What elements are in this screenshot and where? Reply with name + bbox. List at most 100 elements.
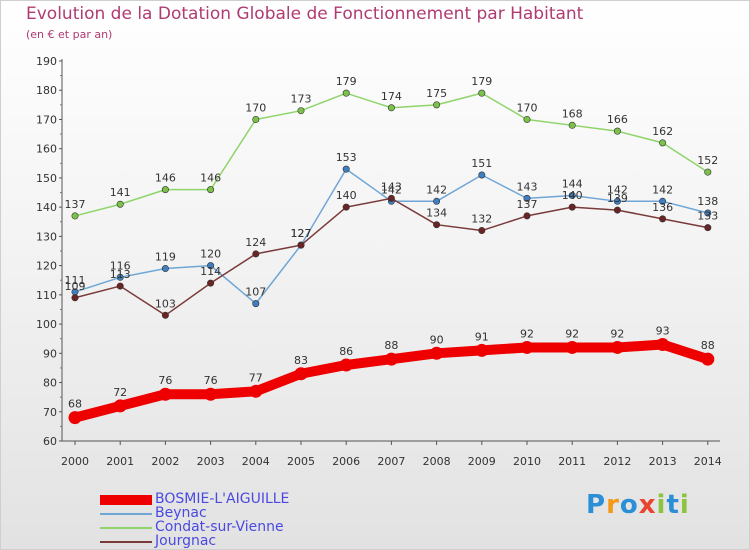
legend-label: Jourgnac	[155, 533, 217, 549]
jourgnac-point	[207, 279, 215, 287]
x-tick-label: 2012	[603, 455, 631, 468]
condat-sur-vienne-data-label: 173	[291, 93, 312, 106]
beynac-point	[161, 265, 169, 273]
condat-sur-vienne-point	[387, 104, 395, 112]
jourgnac-data-label: 136	[652, 201, 673, 214]
x-tick-label: 2005	[287, 455, 315, 468]
condat-sur-vienne-point	[478, 89, 486, 97]
condat-sur-vienne-data-label: 146	[200, 172, 221, 185]
bosmie-l-aiguille-data-label: 91	[475, 330, 489, 343]
highlight-bosmie-l-aiguille-point	[610, 340, 624, 354]
beynac-point	[478, 171, 486, 179]
proxiti-logo: Proxiti	[586, 490, 690, 520]
jourgnac-point	[161, 311, 169, 319]
condat-sur-vienne-data-label: 137	[65, 198, 86, 211]
beynac-data-label: 153	[336, 151, 357, 164]
jourgnac-data-label: 140	[562, 189, 583, 202]
y-tick-label: 80	[43, 377, 57, 390]
condat-sur-vienne-data-label: 179	[471, 75, 492, 88]
beynac-point	[342, 165, 350, 173]
jourgnac-data-label: 124	[245, 236, 266, 249]
condat-sur-vienne-point	[659, 139, 667, 147]
beynac-data-label: 142	[381, 183, 402, 196]
highlight-bosmie-l-aiguille-point	[701, 352, 715, 366]
jourgnac-point	[342, 203, 350, 211]
bosmie-l-aiguille-data-label: 88	[384, 339, 398, 352]
legend-swatch	[100, 527, 152, 529]
beynac-point	[252, 300, 260, 308]
x-tick-label: 2010	[513, 455, 541, 468]
y-tick-label: 120	[36, 260, 57, 273]
logo-letter: P	[586, 490, 607, 520]
logo-letter: x	[638, 490, 657, 520]
highlight-bosmie-l-aiguille-point	[249, 384, 263, 398]
condat-sur-vienne-data-label: 175	[426, 87, 447, 100]
jourgnac-point	[478, 227, 486, 235]
bosmie-l-aiguille-data-label: 88	[701, 339, 715, 352]
jourgnac-point	[704, 224, 712, 232]
y-tick-label: 90	[43, 347, 57, 360]
y-tick-label: 180	[36, 84, 57, 97]
legend-swatch	[100, 541, 152, 543]
y-tick-label: 160	[36, 143, 57, 156]
beynac-point	[659, 197, 667, 205]
x-tick-label: 2009	[468, 455, 496, 468]
beynac-point	[207, 262, 215, 270]
x-tick-label: 2002	[151, 455, 179, 468]
bosmie-l-aiguille-data-label: 86	[339, 345, 353, 358]
condat-sur-vienne-data-label: 179	[336, 75, 357, 88]
beynac-data-label: 142	[607, 183, 628, 196]
bosmie-l-aiguille-data-label: 92	[565, 327, 579, 340]
condat-sur-vienne-data-label: 170	[517, 101, 538, 114]
y-tick-label: 60	[43, 435, 57, 448]
legend-swatch	[100, 495, 152, 505]
beynac-data-label: 120	[200, 248, 221, 261]
condat-sur-vienne-point	[71, 212, 79, 220]
beynac-data-label: 127	[291, 227, 312, 240]
y-tick-label: 150	[36, 172, 57, 185]
logo-letter: r	[606, 490, 620, 520]
condat-sur-vienne-data-label: 152	[697, 154, 718, 167]
x-tick-label: 2008	[423, 455, 451, 468]
y-tick-label: 70	[43, 406, 57, 419]
legend-label: Condat-sur-Vienne	[155, 519, 284, 535]
condat-sur-vienne-point	[116, 200, 124, 208]
x-tick-label: 2014	[694, 455, 722, 468]
jourgnac-point	[387, 194, 395, 202]
beynac-point	[613, 197, 621, 205]
jourgnac-data-label: 140	[336, 189, 357, 202]
jourgnac-point	[71, 294, 79, 302]
jourgnac-data-label: 143	[381, 180, 402, 193]
jourgnac-point	[523, 212, 531, 220]
logo-letter: o	[619, 490, 639, 520]
bosmie-l-aiguille-data-label: 92	[520, 327, 534, 340]
beynac-data-label: 138	[697, 195, 718, 208]
highlight-bosmie-l-aiguille-point	[520, 340, 534, 354]
bosmie-l-aiguille-data-label: 83	[294, 354, 308, 367]
beynac-data-label: 116	[110, 259, 131, 272]
beynac-data-label: 111	[65, 274, 86, 287]
condat-sur-vienne-point	[252, 115, 260, 123]
beynac-data-label: 142	[426, 183, 447, 196]
x-tick-label: 2007	[377, 455, 405, 468]
y-tick-label: 190	[36, 55, 57, 68]
logo-letter: i	[679, 490, 690, 520]
condat-sur-vienne-point	[297, 107, 305, 115]
bosmie-l-aiguille-data-label: 77	[249, 371, 263, 384]
highlight-bosmie-l-aiguille-point	[384, 352, 398, 366]
jourgnac-data-label: 114	[200, 265, 221, 278]
jourgnac-data-label: 127	[291, 227, 312, 240]
highlight-bosmie-l-aiguille-point	[113, 399, 127, 413]
condat-sur-vienne-point	[704, 168, 712, 176]
condat-sur-vienne-data-label: 146	[155, 172, 176, 185]
jourgnac-point	[252, 250, 260, 258]
jourgnac-data-label: 113	[110, 268, 131, 281]
legend-label: BOSMIE-L'AIGUILLE	[155, 491, 290, 507]
bosmie-l-aiguille-data-label: 68	[68, 398, 82, 411]
condat-sur-vienne-data-label: 170	[245, 101, 266, 114]
highlight-bosmie-l-aiguille-point	[68, 411, 82, 425]
bosmie-l-aiguille-data-label: 72	[113, 386, 127, 399]
condat-sur-vienne-point	[433, 101, 441, 109]
